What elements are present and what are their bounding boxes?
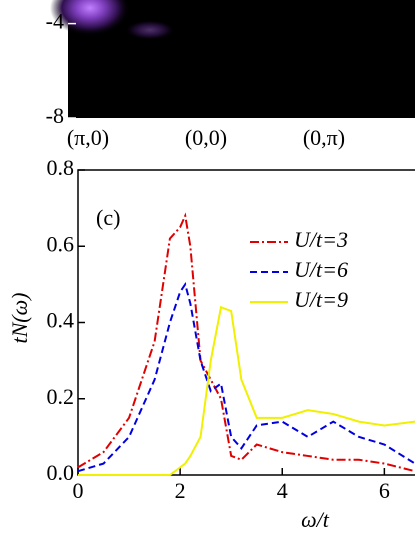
legend-label: U/t=6	[294, 257, 348, 282]
y-tick-label: 0.4	[47, 308, 75, 333]
y-axis-title: tN(ω)	[7, 293, 32, 344]
y-tick-label: -4	[46, 9, 64, 34]
y-tick-label: -8	[46, 103, 64, 128]
series-line	[78, 305, 415, 476]
panel-label: (c)	[96, 205, 120, 230]
series-line	[77, 281, 415, 473]
heatmap-blob	[50, 0, 130, 36]
y-tick-label: 0.0	[47, 460, 75, 485]
x-axis-title: ω/t	[301, 507, 330, 532]
y-tick-label: 0.6	[47, 231, 75, 256]
x-tick-label: 2	[175, 478, 186, 503]
axes-frame	[77, 169, 415, 476]
legend-label: U/t=9	[294, 287, 348, 312]
x-tick-label: (0,π)	[303, 125, 345, 150]
x-tick-label: 6	[379, 478, 390, 503]
legend-label: U/t=3	[294, 227, 348, 252]
x-tick-label: 0	[73, 478, 84, 503]
x-tick-label: (0,0)	[185, 125, 227, 150]
heatmap-blob	[125, 20, 175, 40]
x-tick-label: 4	[277, 478, 288, 503]
series-line	[77, 212, 415, 473]
x-tick-label: (π,0)	[67, 125, 109, 150]
y-tick-label: 0.8	[47, 155, 75, 180]
y-tick-label: 0.2	[47, 384, 75, 409]
